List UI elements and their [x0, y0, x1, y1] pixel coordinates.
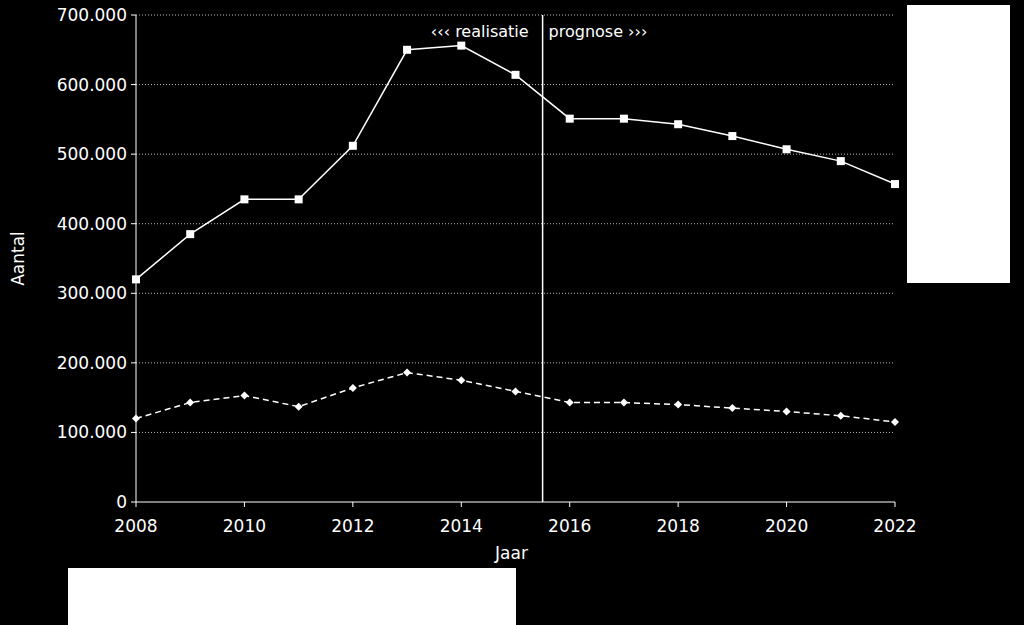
marker-square: [186, 230, 194, 238]
y-tick-label: 700.000: [57, 5, 127, 25]
marker-diamond: [186, 399, 194, 407]
y-tick-label: 600.000: [57, 75, 127, 95]
y-tick: [131, 502, 136, 503]
marker-diamond: [403, 369, 411, 377]
marker-diamond: [728, 404, 736, 412]
marker-square: [728, 132, 736, 140]
grid-line: [136, 362, 895, 363]
marker-square: [295, 195, 303, 203]
plot-area: [132, 42, 899, 426]
grid-line: [136, 223, 895, 224]
marker-diamond: [240, 392, 248, 400]
marker-diamond: [349, 384, 357, 392]
marker-square: [620, 115, 628, 123]
marker-square: [457, 42, 465, 50]
marker-square: [566, 115, 574, 123]
y-tick-label: 500.000: [57, 144, 127, 164]
marker-square: [240, 195, 248, 203]
marker-diamond: [891, 418, 899, 426]
y-axis: [136, 15, 137, 502]
marker-diamond: [566, 399, 574, 407]
divider-label: prognose ›››: [549, 22, 648, 41]
x-tick-label: 2008: [114, 516, 157, 536]
y-tick: [131, 15, 136, 16]
x-tick: [352, 502, 353, 507]
marker-diamond: [620, 399, 628, 407]
marker-diamond: [295, 403, 303, 411]
y-tick-label: 400.000: [57, 214, 127, 234]
x-tick: [569, 502, 570, 507]
marker-square: [891, 180, 899, 188]
y-tick: [131, 362, 136, 363]
marker-diamond: [783, 408, 791, 416]
x-axis: [136, 502, 895, 503]
x-tick: [895, 502, 896, 507]
x-tick: [136, 502, 137, 507]
y-tick: [131, 293, 136, 294]
marker-square: [512, 71, 520, 79]
x-tick-label: 2012: [331, 516, 374, 536]
marker-diamond: [674, 401, 682, 409]
marker-diamond: [132, 415, 140, 423]
series-line: [136, 46, 895, 280]
x-tick: [786, 502, 787, 507]
x-tick-label: 2022: [873, 516, 916, 536]
y-axis-label: Aantal: [8, 231, 28, 286]
x-tick-label: 2014: [440, 516, 483, 536]
divider-label: ‹‹‹ realisatie: [431, 22, 529, 41]
y-tick: [131, 154, 136, 155]
y-tick: [131, 432, 136, 433]
marker-square: [349, 142, 357, 150]
y-tick-label: 200.000: [57, 353, 127, 373]
background: [0, 0, 1024, 625]
series-line: [136, 373, 895, 422]
chart: 0 100.000 200.000 300.000 400.000 500.000 600.…: [0, 0, 1024, 625]
marker-square: [783, 145, 791, 153]
grid-line: [136, 84, 895, 85]
grid-line: [136, 293, 895, 294]
y-tick-label: 0: [116, 492, 127, 512]
blank-box: [907, 5, 1010, 283]
x-tick-label: 2020: [765, 516, 808, 536]
marker-square: [132, 275, 140, 283]
marker-diamond: [457, 376, 465, 384]
marker-diamond: [512, 387, 520, 395]
y-tick-label: 100.000: [57, 422, 127, 442]
marker-square: [674, 120, 682, 128]
x-tick-label: 2016: [548, 516, 591, 536]
marker-square: [837, 157, 845, 165]
y-tick-label: 300.000: [57, 283, 127, 303]
y-tick: [131, 223, 136, 224]
x-axis-label: Jaar: [494, 543, 528, 563]
x-tick: [678, 502, 679, 507]
grid-line: [136, 432, 895, 433]
grid-line: [136, 15, 895, 16]
blank-box: [68, 568, 516, 625]
grid-line: [136, 154, 895, 155]
x-tick: [244, 502, 245, 507]
marker-square: [403, 46, 411, 54]
y-tick: [131, 84, 136, 85]
divider-line: [542, 15, 544, 502]
x-tick-label: 2018: [657, 516, 700, 536]
x-tick: [461, 502, 462, 507]
marker-diamond: [837, 412, 845, 420]
x-tick-label: 2010: [223, 516, 266, 536]
